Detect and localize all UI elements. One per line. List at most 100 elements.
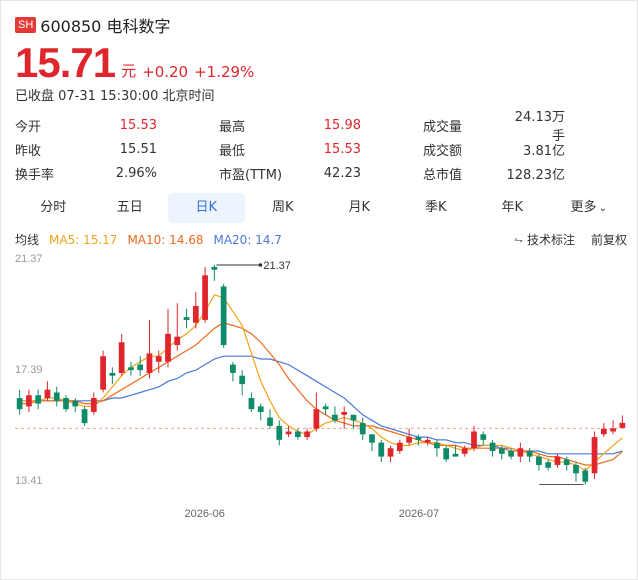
candle xyxy=(16,389,23,415)
candle-body xyxy=(508,451,514,457)
stat-value: 24.13万手 xyxy=(514,110,565,144)
candle-body xyxy=(294,431,301,438)
stat-label: 最高 xyxy=(219,119,246,135)
stats-row: 昨收 15.51 最低 15.53 成交额 3.81亿 xyxy=(15,137,627,161)
candle xyxy=(322,403,329,415)
price-change: +0.20 xyxy=(142,63,189,81)
candle xyxy=(536,453,542,471)
candle-body xyxy=(155,356,162,362)
current-price: 15.71 xyxy=(15,39,116,86)
tab-monthly-k[interactable]: 月K xyxy=(348,200,371,215)
tab-daily-k[interactable]: 日K xyxy=(168,193,245,223)
tab-intraday[interactable]: 分时 xyxy=(40,200,67,215)
stat-label: 市盈(TTM) xyxy=(219,167,283,183)
candle-body xyxy=(378,442,385,457)
candle xyxy=(109,367,116,385)
candle-body xyxy=(26,395,32,407)
candle xyxy=(471,425,477,452)
stats-row: 今开 15.53 最高 15.98 成交量 24.13万手 xyxy=(15,110,627,144)
candle xyxy=(378,439,385,463)
candle-body xyxy=(471,431,477,449)
tab-more-label: 更多 xyxy=(570,200,597,215)
ma10-line xyxy=(19,322,623,466)
stat-open: 今开 15.53 xyxy=(15,116,219,135)
ma5-value: MA5: 15.17 xyxy=(49,232,118,247)
tab-five-day[interactable]: 五日 xyxy=(116,200,143,215)
ma20-value: MA20: 14.7 xyxy=(213,232,282,247)
stat-market-cap: 总市值 128.23亿 xyxy=(423,164,627,183)
stat-turnover-amount: 成交额 3.81亿 xyxy=(423,140,627,159)
price-change-pct: +1.29% xyxy=(194,63,255,81)
stat-value: 15.51 xyxy=(119,141,157,157)
candle xyxy=(285,425,292,438)
tech-annotation-toggle[interactable]: ⥊ 技术标注 xyxy=(514,231,575,248)
candle xyxy=(369,434,375,452)
candle xyxy=(165,308,171,368)
quote-row: 15.71 元 +0.20 +1.29% xyxy=(15,41,254,85)
stats-row: 换手率 2.96% 市盈(TTM) 42.23 总市值 128.23亿 xyxy=(15,161,627,185)
candle xyxy=(600,423,607,438)
candle xyxy=(461,445,468,457)
candle xyxy=(332,406,338,424)
stock-header: SH 600850 电科数字 xyxy=(15,13,170,37)
candle xyxy=(35,389,42,410)
candle xyxy=(202,266,208,323)
candle-body xyxy=(304,431,310,438)
stat-high: 最高 15.98 xyxy=(219,116,423,135)
y-tick-label: 13.41 xyxy=(15,475,43,487)
candle-body xyxy=(573,464,579,474)
candle-body xyxy=(489,442,496,452)
kline-chart[interactable]: 21.37 17.39 13.41 21.37 2026-06 2026-07 xyxy=(15,253,627,531)
candle xyxy=(81,406,88,426)
candle-body xyxy=(443,448,450,460)
candle xyxy=(267,409,273,429)
chevron-down-icon: ⌄ xyxy=(598,203,607,214)
stat-value: 128.23亿 xyxy=(506,167,566,183)
ma5-line xyxy=(19,294,623,472)
candle xyxy=(239,370,246,396)
candle-body xyxy=(276,425,283,440)
candle-body xyxy=(220,286,227,346)
candle-body xyxy=(192,305,199,323)
candle-body xyxy=(554,456,561,465)
candle-body xyxy=(267,417,273,426)
exchange-badge: SH xyxy=(15,17,37,33)
stat-pe: 市盈(TTM) 42.23 xyxy=(219,164,423,183)
candle xyxy=(72,398,79,412)
x-tick-label: 2026-06 xyxy=(185,508,225,520)
candle-body xyxy=(313,409,320,429)
tab-more[interactable]: 更多 ⌄ xyxy=(551,193,628,223)
candle xyxy=(90,392,97,415)
candle xyxy=(137,356,144,376)
candle xyxy=(183,308,190,329)
candle-body xyxy=(434,442,440,449)
candle-body xyxy=(498,448,505,454)
candle xyxy=(526,448,533,463)
candle xyxy=(313,392,320,432)
candle-body xyxy=(257,406,264,412)
candle xyxy=(424,437,431,446)
candle-body xyxy=(81,409,88,424)
stat-turnover-rate: 换手率 2.96% xyxy=(15,164,219,183)
candle xyxy=(100,350,106,393)
stat-value: 42.23 xyxy=(323,165,361,181)
candle xyxy=(211,265,218,281)
stat-value: 3.81亿 xyxy=(523,143,565,159)
stat-value: 15.53 xyxy=(119,117,157,133)
candle-body xyxy=(146,353,153,373)
candle xyxy=(146,319,153,379)
candle xyxy=(554,453,561,468)
candle-body xyxy=(63,398,69,410)
stat-label: 成交额 xyxy=(423,143,463,159)
candle xyxy=(498,445,505,460)
adjust-mode-button[interactable]: 前复权 xyxy=(590,233,627,247)
candle-body xyxy=(16,398,23,410)
period-tabs: 分时 五日 日K 周K 月K 季K 年K 更多 ⌄ xyxy=(15,193,627,223)
tab-weekly-k[interactable]: 周K xyxy=(271,200,294,215)
tab-quarterly-k[interactable]: 季K xyxy=(424,200,447,215)
candle-body xyxy=(545,462,552,468)
tab-yearly-k[interactable]: 年K xyxy=(501,200,524,215)
candle xyxy=(489,439,496,457)
stat-value: 15.98 xyxy=(323,117,361,133)
stat-label: 最低 xyxy=(219,143,246,159)
